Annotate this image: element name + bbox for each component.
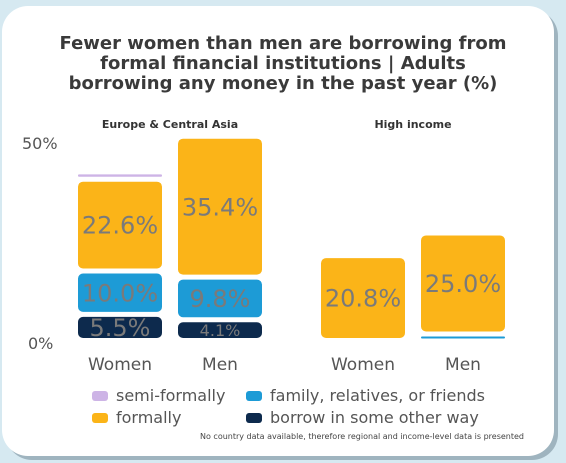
legend-swatch-other bbox=[246, 412, 262, 423]
bar-formally-2-women bbox=[321, 258, 405, 338]
legend-label-formally: formally bbox=[116, 408, 182, 427]
x-category-label-2-men: Men bbox=[445, 355, 481, 375]
legend-item-other: borrow in some other way bbox=[246, 408, 479, 427]
legend-swatch-formally bbox=[92, 412, 108, 423]
y-tick-label-50: 50% bbox=[22, 134, 58, 153]
data-label-family-1-women: 10.0% bbox=[82, 279, 158, 307]
bar-family-2-men bbox=[421, 336, 505, 339]
chart-title-line-2: formal financial institutions | Adults bbox=[100, 53, 466, 74]
x-category-label-1-women: Women bbox=[88, 355, 152, 375]
legend-swatch-semi-formally bbox=[92, 390, 108, 401]
chart-title-line-1: Fewer women than men are borrowing from bbox=[59, 33, 507, 54]
data-label-formally-1-women: 22.6% bbox=[82, 212, 158, 240]
bar-other-1-women bbox=[78, 316, 162, 338]
data-label-formally-2-men: 25.0% bbox=[425, 270, 501, 298]
bar-semi_formally-1-women bbox=[78, 174, 162, 177]
footnote: No country data available, therefore reg… bbox=[200, 432, 524, 441]
y-tick-label-0: 0% bbox=[28, 334, 53, 353]
group-header-2: High income bbox=[374, 118, 451, 131]
x-category-label-2-women: Women bbox=[331, 355, 395, 375]
bar-other-1-men bbox=[178, 322, 262, 338]
bar-family-1-women bbox=[78, 273, 162, 312]
legend-label-semi-formally: semi-formally bbox=[116, 386, 226, 405]
group-header-1: Europe & Central Asia bbox=[102, 118, 238, 131]
bar-formally-1-women bbox=[78, 181, 162, 269]
legend-item-formally: formally bbox=[92, 408, 181, 427]
legend-label-other: borrow in some other way bbox=[270, 408, 479, 427]
chart-title-line-3: borrowing any money in the past year (%) bbox=[68, 73, 498, 94]
legend-swatch-family bbox=[246, 390, 262, 401]
bar-formally-1-men bbox=[178, 138, 262, 275]
bar-family-1-men bbox=[178, 279, 262, 318]
legend-item-semi-formally: semi-formally bbox=[92, 386, 225, 405]
legend-item-family: family, relatives, or friends bbox=[246, 386, 485, 405]
bar-formally-2-men bbox=[421, 235, 505, 332]
data-label-formally-2-women: 20.8% bbox=[325, 285, 401, 313]
data-label-other-1-women: 5.5% bbox=[90, 314, 151, 342]
data-label-family-1-men: 9.8% bbox=[190, 285, 251, 313]
data-label-other-1-men: 4.1% bbox=[200, 321, 241, 340]
chart-title: Fewer women than men are borrowing from … bbox=[20, 34, 546, 94]
x-category-label-1-men: Men bbox=[202, 355, 238, 375]
data-label-formally-1-men: 35.4% bbox=[182, 193, 258, 221]
legend-label-family: family, relatives, or friends bbox=[270, 386, 485, 405]
